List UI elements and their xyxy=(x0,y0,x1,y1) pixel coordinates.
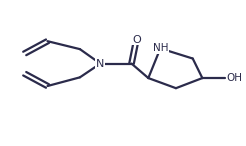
Text: N: N xyxy=(96,59,105,69)
Text: O: O xyxy=(132,35,141,45)
Text: OH: OH xyxy=(226,73,242,83)
Text: NH: NH xyxy=(153,43,168,53)
